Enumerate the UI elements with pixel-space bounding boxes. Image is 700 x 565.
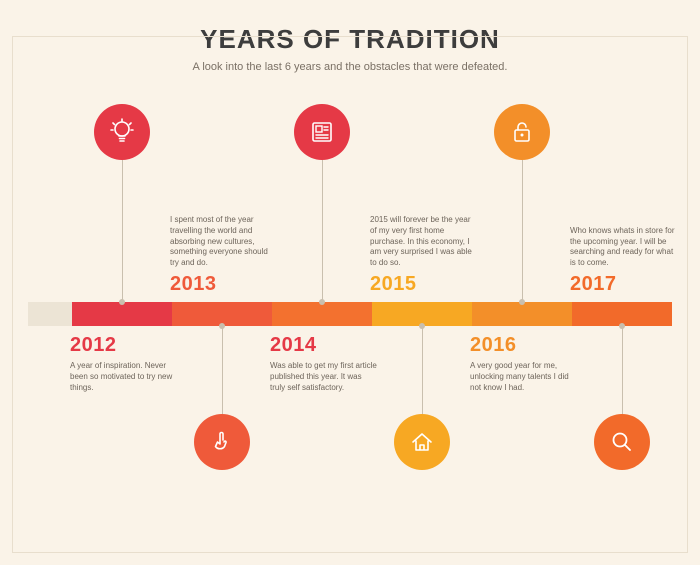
- connector-dot-2013: [219, 323, 225, 329]
- timeline-segment-2: [272, 302, 372, 326]
- entry-circle-2012: [94, 104, 150, 160]
- entry-2012: 2012 A year of inspiration. Never been so…: [70, 334, 178, 393]
- timeline-segment-4: [472, 302, 572, 326]
- entry-desc: Who knows whats in store for the upcomin…: [570, 226, 678, 269]
- news-icon: [308, 118, 336, 146]
- entry-2017: Who knows whats in store for the upcomin…: [570, 226, 678, 296]
- connector-2017: [622, 326, 623, 414]
- entry-circle-2016: [494, 104, 550, 160]
- entry-desc: Was able to get my first article publish…: [270, 361, 378, 393]
- search-icon: [608, 428, 636, 456]
- connector-2014: [322, 160, 323, 302]
- entry-circle-2017: [594, 414, 650, 470]
- pointer-icon: [208, 428, 236, 456]
- timeline-segment-0: [72, 302, 172, 326]
- entry-2016: 2016 A very good year for me, unlocking m…: [470, 334, 578, 393]
- connector-2013: [222, 326, 223, 414]
- entry-desc: I spent most of the year travelling the …: [170, 215, 278, 269]
- entry-circle-2015: [394, 414, 450, 470]
- entry-year: 2013: [170, 273, 278, 296]
- connector-dot-2017: [619, 323, 625, 329]
- entry-desc: A year of inspiration. Never been so mot…: [70, 361, 178, 393]
- unlock-icon: [508, 118, 536, 146]
- connector-2012: [122, 160, 123, 302]
- bulb-icon: [108, 118, 136, 146]
- entry-desc: A very good year for me, unlocking many …: [470, 361, 578, 393]
- entry-year: 2015: [370, 273, 478, 296]
- connector-dot-2012: [119, 299, 125, 305]
- entry-2013: I spent most of the year travelling the …: [170, 215, 278, 296]
- entry-year: 2016: [470, 334, 578, 357]
- entry-2015: 2015 will forever be the year of my very…: [370, 215, 478, 296]
- entry-2014: 2014 Was able to get my first article pub…: [270, 334, 378, 393]
- entry-year: 2017: [570, 273, 678, 296]
- entry-year: 2012: [70, 334, 178, 357]
- home-icon: [408, 428, 436, 456]
- connector-2015: [422, 326, 423, 414]
- connector-dot-2015: [419, 323, 425, 329]
- connector-dot-2014: [319, 299, 325, 305]
- entry-desc: 2015 will forever be the year of my very…: [370, 215, 478, 269]
- timeline-bar: [28, 302, 672, 326]
- timeline-lead: [28, 302, 72, 326]
- entry-year: 2014: [270, 334, 378, 357]
- entry-circle-2014: [294, 104, 350, 160]
- connector-dot-2016: [519, 299, 525, 305]
- entry-circle-2013: [194, 414, 250, 470]
- connector-2016: [522, 160, 523, 302]
